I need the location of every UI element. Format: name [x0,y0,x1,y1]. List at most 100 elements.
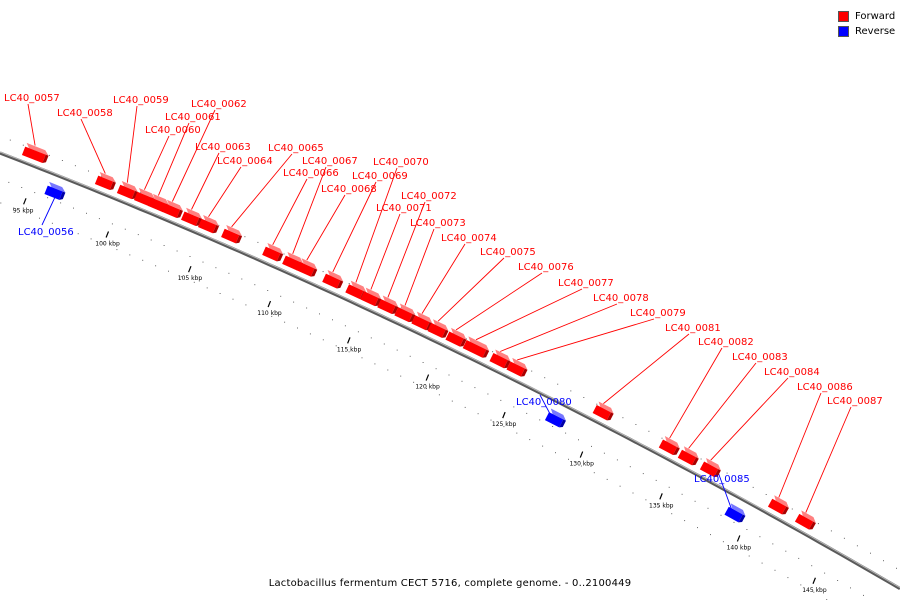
gene-label: LC40_0059 [113,95,169,106]
leader-line [778,392,822,498]
gene-top-face [683,446,699,459]
ruler-dot [487,393,489,395]
gene-body [147,197,167,213]
ruler-dot [215,267,217,269]
gene-label: LC40_0068 [321,184,377,195]
ruler-dot [466,338,467,340]
gene-label: LC40_0080 [516,397,572,408]
gene-lc40-0059 [116,181,138,200]
label-leader-lines [27,103,852,520]
ruler-dot [51,222,53,224]
ruler-dot [843,537,845,539]
gene-body [181,211,200,226]
gene-features [21,142,816,530]
ruler-dot [137,234,139,236]
ruler-dot [438,394,440,396]
tick-mark [105,231,110,238]
ruler-dot [124,228,126,230]
leader-line [805,406,852,513]
tick-mark [812,577,816,584]
gene-lc40-0077 [462,336,490,358]
gene-body [377,299,396,315]
gene-lc40-0063 [181,207,203,226]
map-caption: Lactobacillus fermentum CECT 5716, compl… [268,578,632,589]
ruler-dot [176,250,178,252]
leader-line [475,288,583,341]
gene-label: LC40_0079 [630,308,686,319]
reverse-swatch [838,26,849,37]
gene-top-face [468,336,490,351]
tick-mark [659,493,663,500]
gene-lc40-0068 [296,258,318,277]
gene-label: LC40_0082 [698,337,754,348]
ruler-dot [64,228,66,229]
ruler-dot [817,523,819,525]
gene-label: LC40_0061 [165,112,221,123]
leader-line [387,201,426,298]
ruler-dot [765,494,767,495]
tick-label: 100 kbp [95,240,120,247]
ruler-dot [671,513,673,515]
gene-label: LC40_0065 [268,143,324,154]
tick-label: 105 kbp [178,275,203,282]
ruler-dot [850,587,851,589]
ruler-dot [830,530,832,532]
ruler-dot [98,218,100,220]
gene-top-face [774,495,789,508]
gene-body [161,203,181,218]
leader-line [404,228,435,306]
gene-top-face [49,181,66,193]
leader-line [669,347,723,439]
ruler-dot [26,212,28,214]
ruler-dot [700,458,702,460]
gene-side-face [235,235,243,244]
gene-top-face [382,295,399,308]
ruler-dot [544,377,546,379]
gene-top-face [267,242,284,255]
gene-side-face [59,191,66,200]
ruler-dot [593,472,595,474]
gene-lc40-0066 [262,242,284,262]
gene-body [724,506,743,523]
ruler-dot [694,500,696,502]
tick-label: 120 kbp [415,384,440,391]
gene-top-face [350,280,367,293]
ruler-dot [746,529,748,530]
gene-body [345,284,364,300]
leader-line [688,362,757,449]
leader-line [437,257,505,322]
gene-label: LC40_0083 [732,352,788,363]
ruler-dot [474,387,476,389]
gene-top-face [203,215,219,227]
ruler-dot [800,584,802,586]
ruler-dot [244,236,246,238]
leader-line [126,105,138,183]
ruler-dot [710,534,711,536]
ruler-dot [791,508,793,510]
gene-label: LC40_0085 [694,474,750,485]
ruler-dot [570,390,572,392]
gene-top-face [365,287,382,300]
gene-lc40-0084 [699,457,721,478]
ruler-dot [726,472,728,474]
ruler-dot [578,439,579,441]
gene-label: LC40_0056 [18,227,74,238]
gene-label: LC40_0058 [57,108,113,119]
ruler-dot [232,298,234,300]
ruler-dot [684,520,686,522]
ruler-dot [461,380,463,382]
gene-top-face [706,457,721,471]
ruler-dot [503,426,505,428]
gene-body [794,513,814,530]
gene-side-face [176,209,183,218]
ruler-dot [435,368,437,370]
leader-line [292,166,327,254]
gene-label: LC40_0060 [145,125,201,136]
gene-body [658,439,678,456]
gene-label: LC40_0077 [558,278,614,289]
leader-line [191,152,220,210]
ruler-dot [606,478,608,480]
gene-top-face [399,303,416,316]
leader-line [157,122,190,196]
